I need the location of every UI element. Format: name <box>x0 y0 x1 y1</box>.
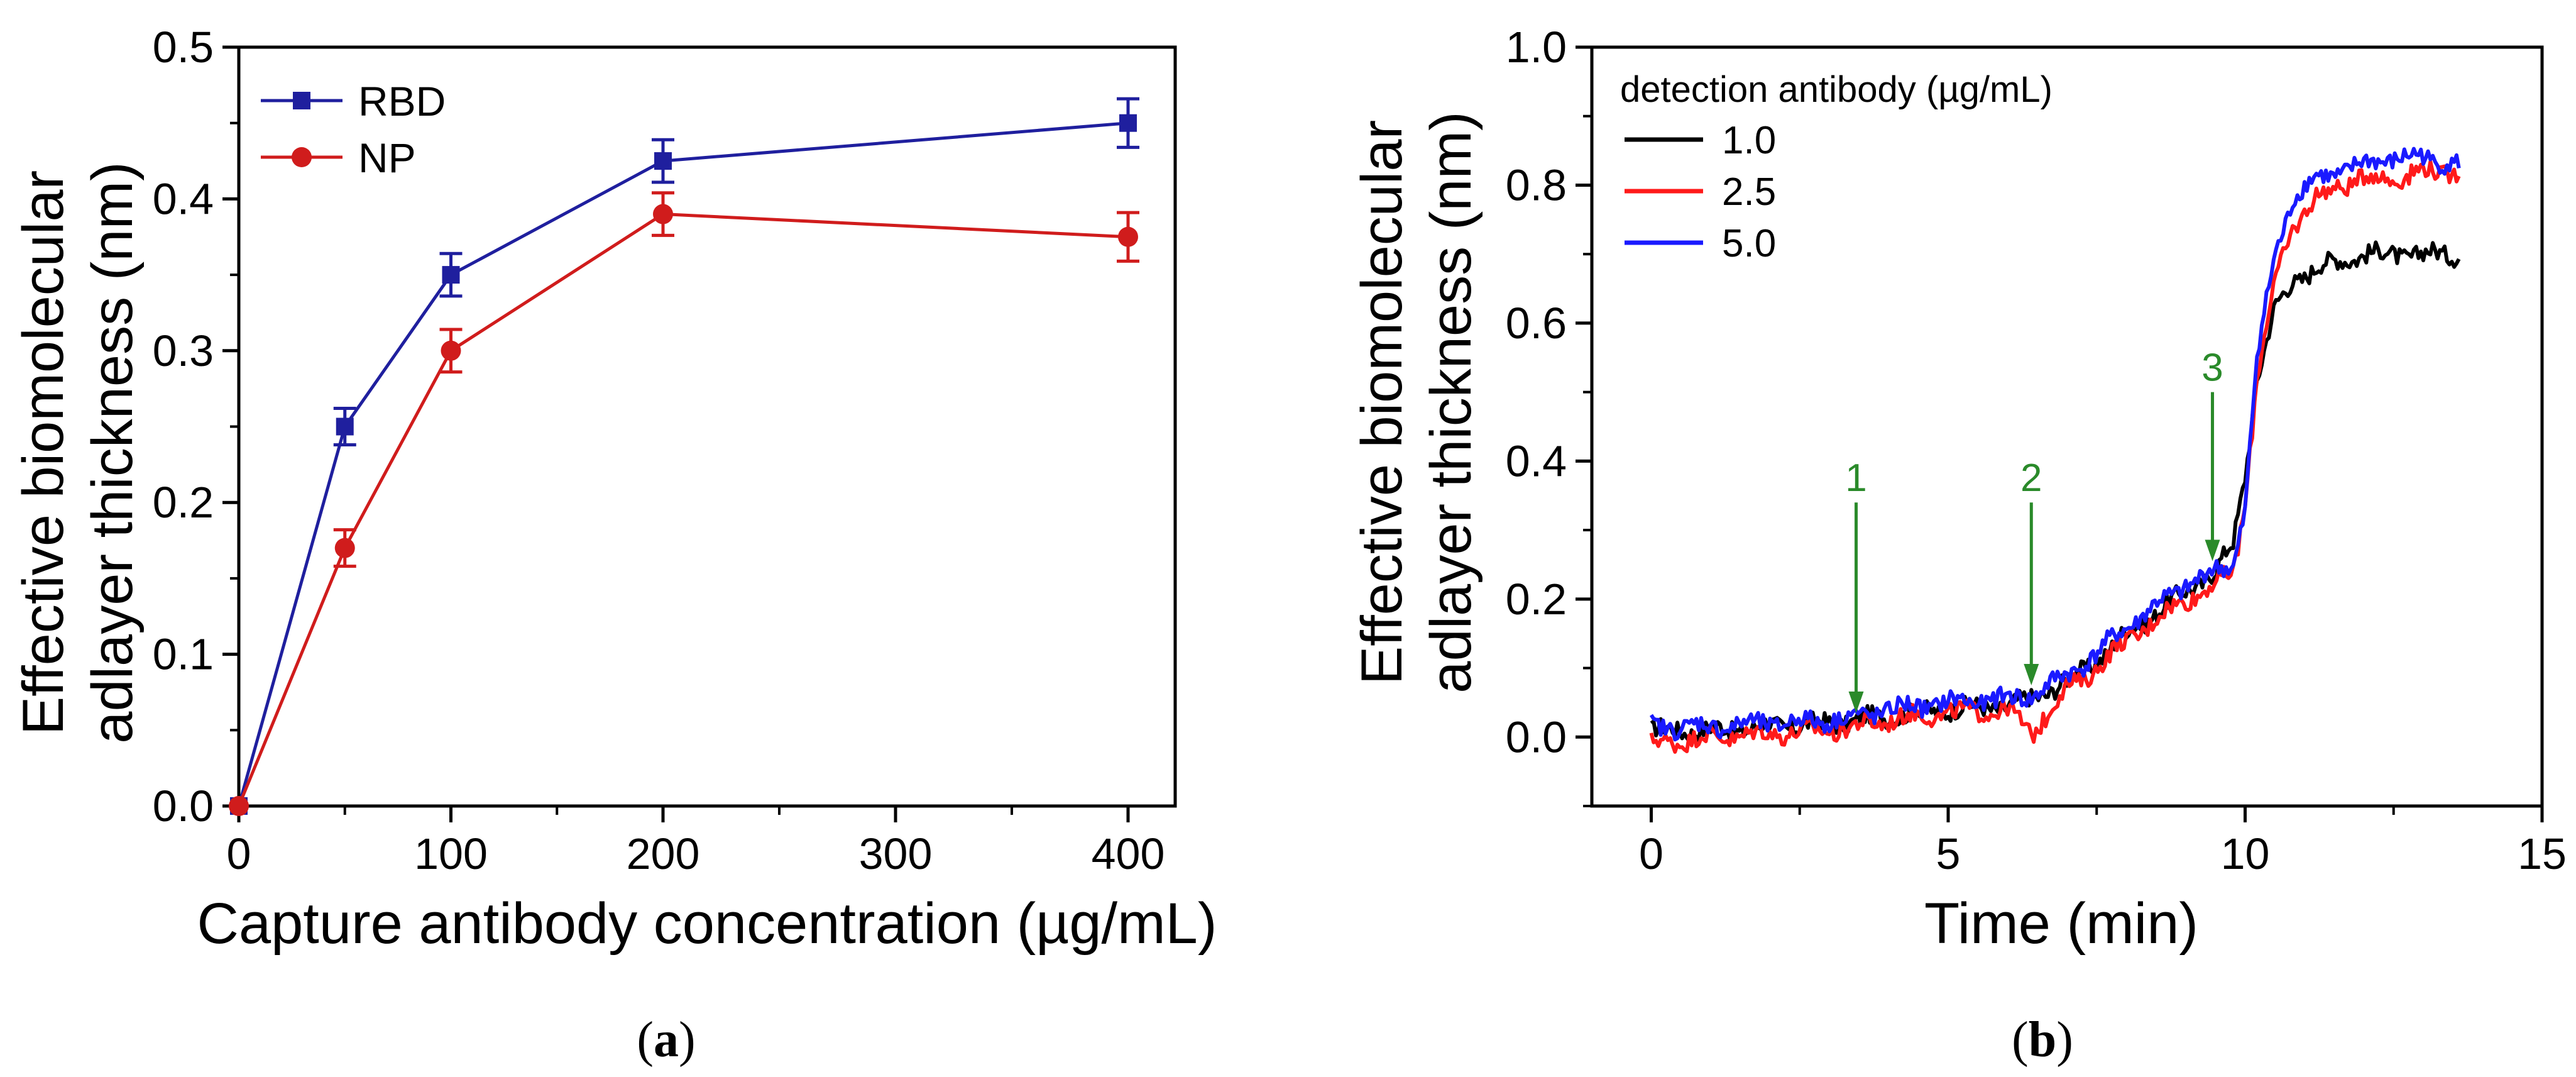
panel-b-x-tick-label: 10 <box>2221 829 2270 878</box>
panel-a-x-tick-label: 0 <box>227 829 251 878</box>
panel-b-y-tick-label: 0.6 <box>1506 299 1567 348</box>
panel-b-y-tick-label: 0.0 <box>1506 712 1567 761</box>
panel-b-x-tick-label: 5 <box>1936 829 1961 878</box>
panel-a-y-axis-label-line1: Effective biomolecular <box>11 170 75 735</box>
panel-b-series-line-5-0 <box>1649 146 2461 742</box>
panel-b-y-axis-label-line2: adlayer thickness (nm) <box>1419 111 1483 693</box>
panel-b-series-line-1-0 <box>1650 240 2461 744</box>
panel-a-point-np <box>334 538 355 558</box>
panel-a-y-tick-label: 0.4 <box>153 174 214 223</box>
panel-b-annotations: 1 2 3 <box>1845 346 2223 713</box>
panel-b-y-tick-label: 0.4 <box>1506 436 1567 485</box>
panel-a-y-tick-label: 0.3 <box>153 326 214 375</box>
panel-a-legend-marker-rbd <box>293 92 310 109</box>
panel-b-y-tick-label: 0.2 <box>1506 575 1567 624</box>
panel-a-point-np <box>229 796 249 816</box>
panel-b-ticks: 0 5 10 15 0.0 0.2 0.4 0.6 0.8 1.0 <box>1506 23 2567 878</box>
panel-a-point-np <box>441 340 461 361</box>
panel-b-y-tick-label: 1.0 <box>1506 23 1567 72</box>
panel-a-legend-marker-np <box>292 147 312 167</box>
panel-b-annotation-arrow-head <box>2024 663 2039 685</box>
panel-a-x-tick-label: 300 <box>859 829 933 878</box>
panel-b-caption-letter: b <box>2029 1012 2057 1068</box>
panel-a-series-line-rbd <box>237 121 1129 807</box>
panel-a-legend-label-rbd: RBD <box>358 78 446 124</box>
panel-a-y-tick-label: 0.0 <box>153 782 214 831</box>
panel-b-caption: (b) <box>2012 1012 2073 1068</box>
panel-a-caption-letter: a <box>654 1012 679 1068</box>
panel-b-x-tick-label: 0 <box>1639 829 1663 878</box>
panel-b-annotation-arrow-head <box>2205 539 2220 561</box>
panel-a-point-rbd <box>654 152 672 170</box>
panel-b-legend-label-2-5: 2.5 <box>1722 170 1776 214</box>
panel-b-y-axis-label-line1: Effective biomolecular <box>1350 120 1414 685</box>
panel-a-caption: (a) <box>637 1012 695 1068</box>
panel-b-chart: 0 5 10 15 0.0 0.2 0.4 0.6 0.8 1.0 1 2 3 detection a… <box>1350 23 2567 1068</box>
panel-a-y-tick-label: 0.2 <box>153 478 214 527</box>
panel-b-axes <box>1590 45 2544 808</box>
panel-b-x-axis-label: Time (min) <box>1924 892 2198 956</box>
panel-a-marks <box>229 97 1139 816</box>
panel-a-y-tick-label: 0.5 <box>153 23 214 72</box>
panel-b-y-tick-label: 0.8 <box>1506 160 1567 209</box>
panel-b-x-tick-label: 15 <box>2518 829 2567 878</box>
panel-a-x-tick-label: 200 <box>627 829 700 878</box>
panel-b-series-line-2-5 <box>1649 160 2461 754</box>
panel-a-x-tick-label: 100 <box>414 829 488 878</box>
panel-b-legend-label-5-0: 5.0 <box>1722 222 1776 265</box>
panel-a-legend: RBD NP <box>261 78 446 181</box>
panel-a-point-np <box>1118 226 1138 247</box>
panel-a-point-np <box>653 204 673 224</box>
panel-b-annotation-label: 1 <box>1845 456 1866 500</box>
panel-b-frame <box>1590 45 2544 808</box>
panel-a-y-tick-label: 0.1 <box>153 630 214 679</box>
panel-b-annotation-arrow-head <box>1848 691 1864 713</box>
panel-a-series-line-np <box>237 213 1129 807</box>
panel-b-legend: detection antibody (µg/mL) 1.0 2.5 5.0 <box>1620 69 2053 265</box>
panel-a-point-rbd <box>1119 114 1137 132</box>
panel-b-annotation-label: 2 <box>2020 456 2042 500</box>
panel-a-x-axis-label: Capture antibody concentration (µg/mL) <box>197 892 1217 956</box>
panel-b-annotation-label: 3 <box>2201 346 2223 390</box>
panel-b-legend-title: detection antibody (µg/mL) <box>1620 69 2053 110</box>
panel-a-point-rbd <box>336 417 354 436</box>
panel-a-legend-label-np: NP <box>358 135 416 181</box>
panel-b-marks <box>1649 146 2461 754</box>
panel-b-legend-label-1-0: 1.0 <box>1722 119 1776 162</box>
panel-a-point-rbd <box>442 266 460 284</box>
panel-a-x-tick-label: 400 <box>1092 829 1165 878</box>
panel-a-chart: 0 100 200 300 400 0.0 0.1 0.2 0.3 0.4 0.5 RBD NP Ca… <box>11 23 1217 1068</box>
panel-a-ticks: 0 100 200 300 400 0.0 0.1 0.2 0.3 0.4 0.5 <box>153 23 1165 878</box>
panel-a-y-axis-label-line2: adlayer thickness (nm) <box>80 162 145 743</box>
